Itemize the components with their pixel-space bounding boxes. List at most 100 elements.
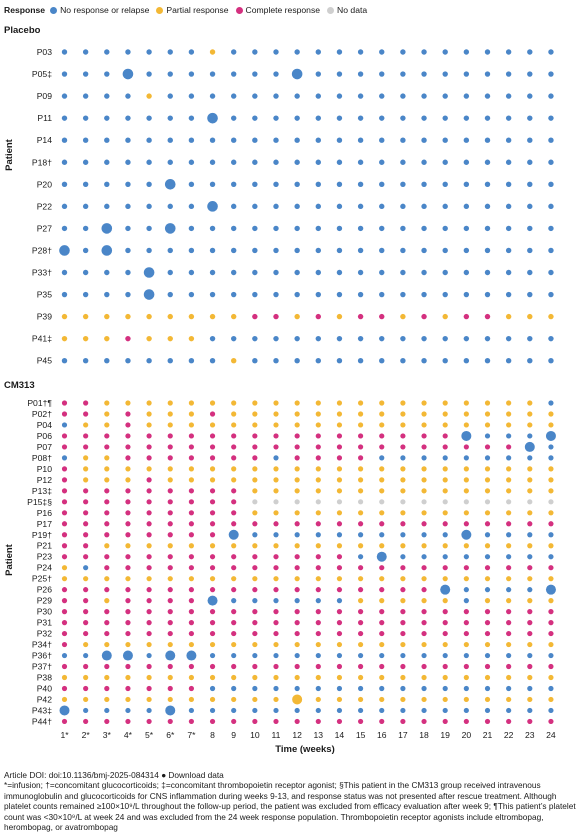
response-dot bbox=[252, 466, 258, 472]
response-dot bbox=[357, 247, 364, 254]
response-dot bbox=[484, 225, 491, 232]
response-dot bbox=[506, 696, 512, 703]
response-dot bbox=[379, 488, 385, 494]
response-dot bbox=[463, 247, 470, 254]
response-dot bbox=[231, 554, 237, 560]
response-dot bbox=[209, 609, 216, 615]
response-dot bbox=[463, 313, 470, 320]
response-dot bbox=[358, 696, 364, 703]
response-dot bbox=[463, 641, 469, 648]
response-dot bbox=[506, 411, 512, 417]
patient-row: P38 bbox=[37, 673, 554, 683]
response-dot bbox=[294, 291, 300, 298]
response-dot bbox=[167, 554, 173, 560]
response-dot bbox=[315, 565, 321, 571]
response-dot bbox=[188, 313, 195, 320]
response-dot bbox=[125, 620, 131, 626]
response-dot bbox=[400, 71, 406, 77]
response-dot bbox=[379, 411, 385, 417]
patient-label: P30 bbox=[37, 607, 53, 617]
response-dot bbox=[104, 115, 110, 121]
response-dot bbox=[379, 422, 385, 428]
response-dot bbox=[146, 455, 152, 461]
response-dot bbox=[104, 269, 110, 276]
legend: Response No response or relapse Partial … bbox=[4, 3, 374, 17]
response-dot bbox=[125, 718, 131, 725]
response-dot bbox=[294, 510, 300, 516]
response-dot bbox=[315, 358, 321, 364]
response-dot bbox=[548, 358, 554, 364]
placebo-y-axis-label: Patient bbox=[4, 138, 15, 171]
patient-row: P27 bbox=[37, 223, 554, 234]
response-dot bbox=[400, 630, 406, 637]
response-dot bbox=[442, 488, 448, 494]
response-dot bbox=[484, 576, 491, 582]
response-dot bbox=[315, 291, 321, 298]
response-dot bbox=[146, 707, 152, 714]
response-dot bbox=[400, 477, 406, 483]
response-dot bbox=[463, 444, 469, 450]
response-dot bbox=[336, 313, 343, 320]
response-dot bbox=[379, 718, 385, 725]
response-dot bbox=[125, 641, 131, 648]
response-dot bbox=[83, 510, 89, 516]
response-dot bbox=[273, 532, 279, 538]
cm313-panel: CM313 Patient P01†¶P02†P04P06P07P08†P10P12… bbox=[4, 380, 556, 726]
response-dot bbox=[358, 652, 364, 659]
response-dot bbox=[421, 203, 427, 210]
response-dot bbox=[294, 620, 300, 626]
response-dot bbox=[379, 543, 385, 549]
response-dot bbox=[548, 455, 554, 461]
response-dot bbox=[209, 718, 216, 725]
response-dot bbox=[548, 422, 554, 428]
response-dot bbox=[506, 422, 512, 428]
response-dot bbox=[83, 674, 89, 681]
response-dot bbox=[379, 576, 385, 582]
patient-label: P25† bbox=[32, 574, 52, 584]
response-dot bbox=[484, 93, 491, 99]
response-dot bbox=[83, 620, 89, 626]
response-dot bbox=[400, 488, 406, 494]
response-dot bbox=[252, 433, 258, 439]
x-tick-label: 17 bbox=[398, 730, 408, 740]
patient-label: P31 bbox=[37, 618, 53, 628]
response-dot bbox=[104, 335, 110, 342]
response-dot bbox=[188, 696, 194, 703]
response-dot bbox=[463, 181, 470, 187]
response-dot bbox=[336, 499, 343, 505]
response-dot bbox=[252, 203, 258, 210]
response-dot bbox=[421, 630, 427, 637]
response-dot bbox=[442, 291, 448, 298]
response-dot bbox=[146, 696, 152, 703]
response-dot bbox=[143, 289, 155, 300]
response-dot bbox=[294, 576, 300, 582]
response-dot bbox=[400, 554, 406, 560]
response-dot bbox=[294, 203, 300, 210]
response-dot bbox=[252, 488, 258, 494]
response-dot bbox=[146, 576, 152, 582]
response-dot bbox=[357, 137, 364, 143]
response-dot bbox=[294, 358, 300, 364]
response-dot bbox=[167, 565, 173, 571]
response-dot bbox=[273, 521, 279, 527]
response-dot bbox=[146, 620, 152, 626]
response-dot bbox=[231, 137, 237, 143]
response-dot bbox=[506, 707, 512, 714]
response-dot bbox=[484, 707, 491, 714]
response-dot bbox=[122, 68, 134, 80]
response-dot bbox=[400, 313, 406, 320]
response-dot bbox=[273, 71, 279, 77]
response-dot bbox=[336, 335, 343, 342]
response-dot bbox=[146, 93, 152, 99]
patient-row: P19† bbox=[32, 529, 554, 540]
response-dot bbox=[336, 247, 343, 254]
response-dot bbox=[357, 291, 364, 298]
response-dot bbox=[231, 718, 237, 725]
patient-label: P33† bbox=[32, 268, 52, 278]
response-dot bbox=[125, 499, 131, 505]
response-dot bbox=[83, 466, 89, 472]
response-dot bbox=[167, 685, 173, 692]
response-dot bbox=[484, 510, 491, 516]
patient-label: P45 bbox=[37, 356, 53, 366]
response-dot bbox=[252, 641, 258, 648]
